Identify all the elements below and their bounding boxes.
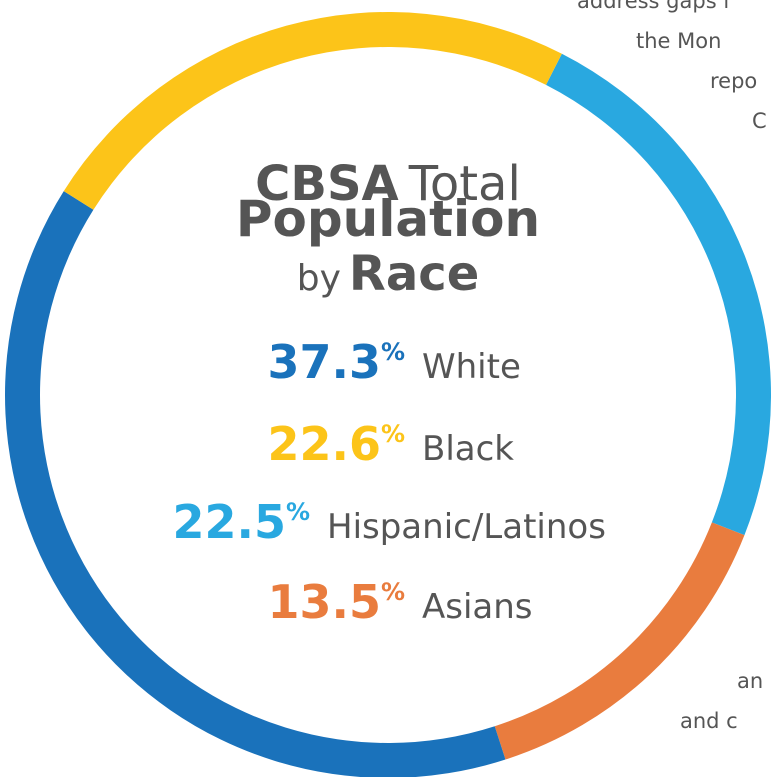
title-bold: Race [349, 246, 479, 302]
donut-segment [63, 11, 562, 210]
title-line-3: by Race [297, 246, 480, 302]
background-text: address gaps i the Mon repo Can and c [577, 0, 767, 733]
category-label: White [422, 347, 521, 387]
background-text-fragment: the Mon [636, 29, 721, 53]
percent-label: 22.6% [267, 417, 405, 471]
donut-segment [494, 522, 745, 760]
background-text-fragment: repo [710, 69, 757, 93]
background-text-fragment: an [737, 669, 763, 693]
background-text-fragment: C [752, 109, 767, 133]
donut-segment [5, 191, 506, 777]
title-line-1: CBSA Total [255, 156, 521, 212]
title-line-2: Population [236, 190, 540, 248]
percent-label: 37.3% [267, 335, 405, 389]
title-regular: by [297, 258, 341, 299]
category-label: Asians [422, 587, 533, 627]
legend: 37.3% White 22.6% Black 22.5% Hispanic/Latino… [172, 335, 605, 629]
title-bold: CBSA [255, 156, 399, 212]
background-text-fragment: address gaps i [577, 0, 729, 13]
background-text-fragment: and c [680, 709, 738, 733]
percent-label: 13.5% [267, 575, 405, 629]
category-label: Hispanic/Latinos [327, 507, 606, 547]
title-regular: Total [408, 156, 521, 212]
donut-segment [545, 53, 771, 536]
category-label: Black [422, 429, 514, 469]
percent-label: 22.5% [172, 495, 310, 549]
donut [5, 11, 771, 777]
